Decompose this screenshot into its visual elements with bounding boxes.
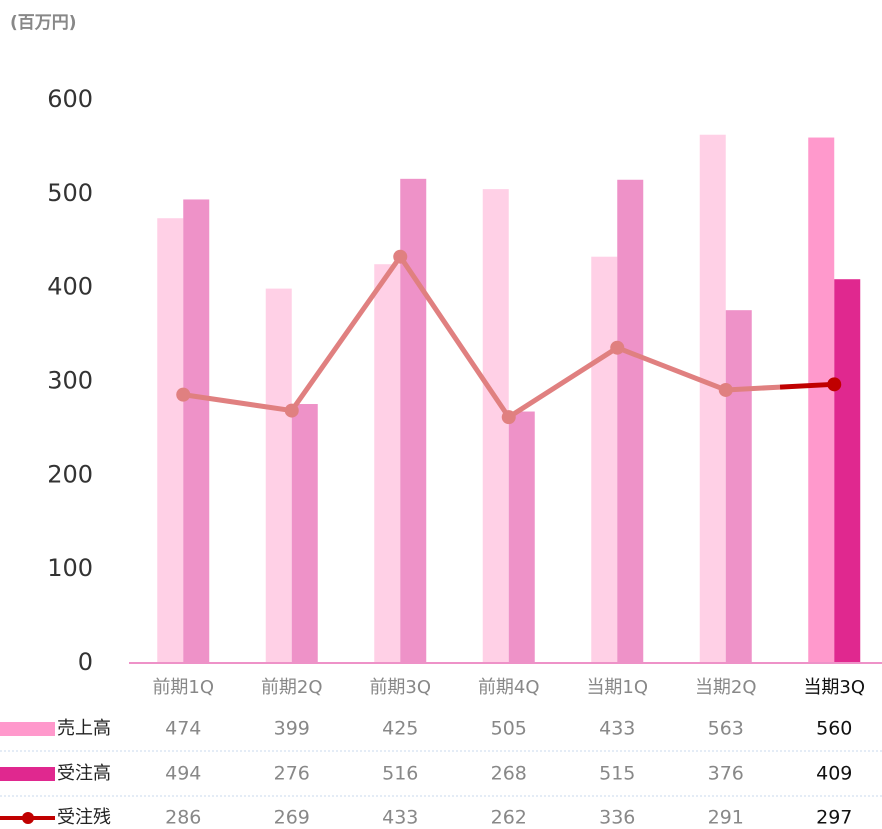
- bar: [482, 189, 509, 663]
- x-tick-label: 前期3Q: [369, 677, 431, 698]
- line-point: [827, 377, 842, 392]
- line-point: [284, 403, 299, 418]
- x-tick-label: 前期4Q: [478, 677, 540, 698]
- y-tick-label: 600: [47, 85, 93, 113]
- table-value: 505: [491, 718, 527, 740]
- y-tick-label: 0: [78, 648, 93, 676]
- bar: [265, 288, 292, 663]
- bar: [699, 134, 726, 664]
- x-tick-label: 前期2Q: [261, 677, 323, 698]
- table-value: 399: [274, 718, 310, 740]
- x-tick-label: 当期2Q: [695, 677, 757, 698]
- bar: [617, 179, 644, 663]
- table-value: 516: [382, 763, 418, 785]
- table-value: 268: [491, 763, 527, 785]
- table-value: 291: [708, 807, 744, 829]
- table-value: 474: [165, 718, 201, 740]
- line-point: [501, 410, 516, 425]
- table-value: 433: [599, 718, 635, 740]
- y-tick-label: 500: [47, 179, 93, 207]
- line: [182, 254, 727, 420]
- y-tick-label: 100: [47, 554, 93, 582]
- table-value: 563: [708, 718, 744, 740]
- legend-icon: [0, 767, 55, 781]
- legend-label: 受注高: [57, 763, 111, 784]
- table-value: 286: [165, 807, 201, 829]
- unit-label: (百万円): [10, 13, 77, 33]
- bar: [725, 310, 752, 663]
- table-value: 433: [382, 807, 418, 829]
- bar: [808, 137, 835, 664]
- legend-icon: [0, 722, 55, 736]
- legend-icon: [22, 812, 34, 824]
- bar: [508, 411, 535, 663]
- table-value: 515: [599, 763, 635, 785]
- line-point: [610, 340, 625, 355]
- line-point: [393, 249, 408, 264]
- table-value: 494: [165, 763, 201, 785]
- table-value: 409: [816, 763, 852, 785]
- x-tick-label: 当期3Q: [803, 677, 865, 698]
- bar: [291, 404, 318, 663]
- y-tick-label: 400: [47, 273, 93, 301]
- line-point: [176, 387, 191, 402]
- bar: [157, 218, 184, 664]
- bar: [834, 279, 861, 663]
- bar: [591, 256, 618, 663]
- table-value: 376: [708, 763, 744, 785]
- x-tick-label: 当期1Q: [586, 677, 648, 698]
- table-value: 262: [491, 807, 527, 829]
- bar: [374, 264, 401, 663]
- line-segment-highlight: [779, 381, 835, 390]
- line-segment: [725, 384, 781, 393]
- table-value: 560: [816, 718, 852, 740]
- table-value: 297: [816, 807, 852, 829]
- y-tick-label: 200: [47, 460, 93, 488]
- x-tick-label: 前期1Q: [152, 677, 214, 698]
- y-tick-label: 300: [47, 367, 93, 395]
- line-point: [718, 382, 733, 397]
- legend-label: 受注残: [57, 807, 111, 828]
- table-value: 276: [274, 763, 310, 785]
- table-value: 336: [599, 807, 635, 829]
- bar: [183, 199, 210, 664]
- table-value: 425: [382, 718, 418, 740]
- legend-label: 売上高: [57, 718, 111, 739]
- table-value: 269: [274, 807, 310, 829]
